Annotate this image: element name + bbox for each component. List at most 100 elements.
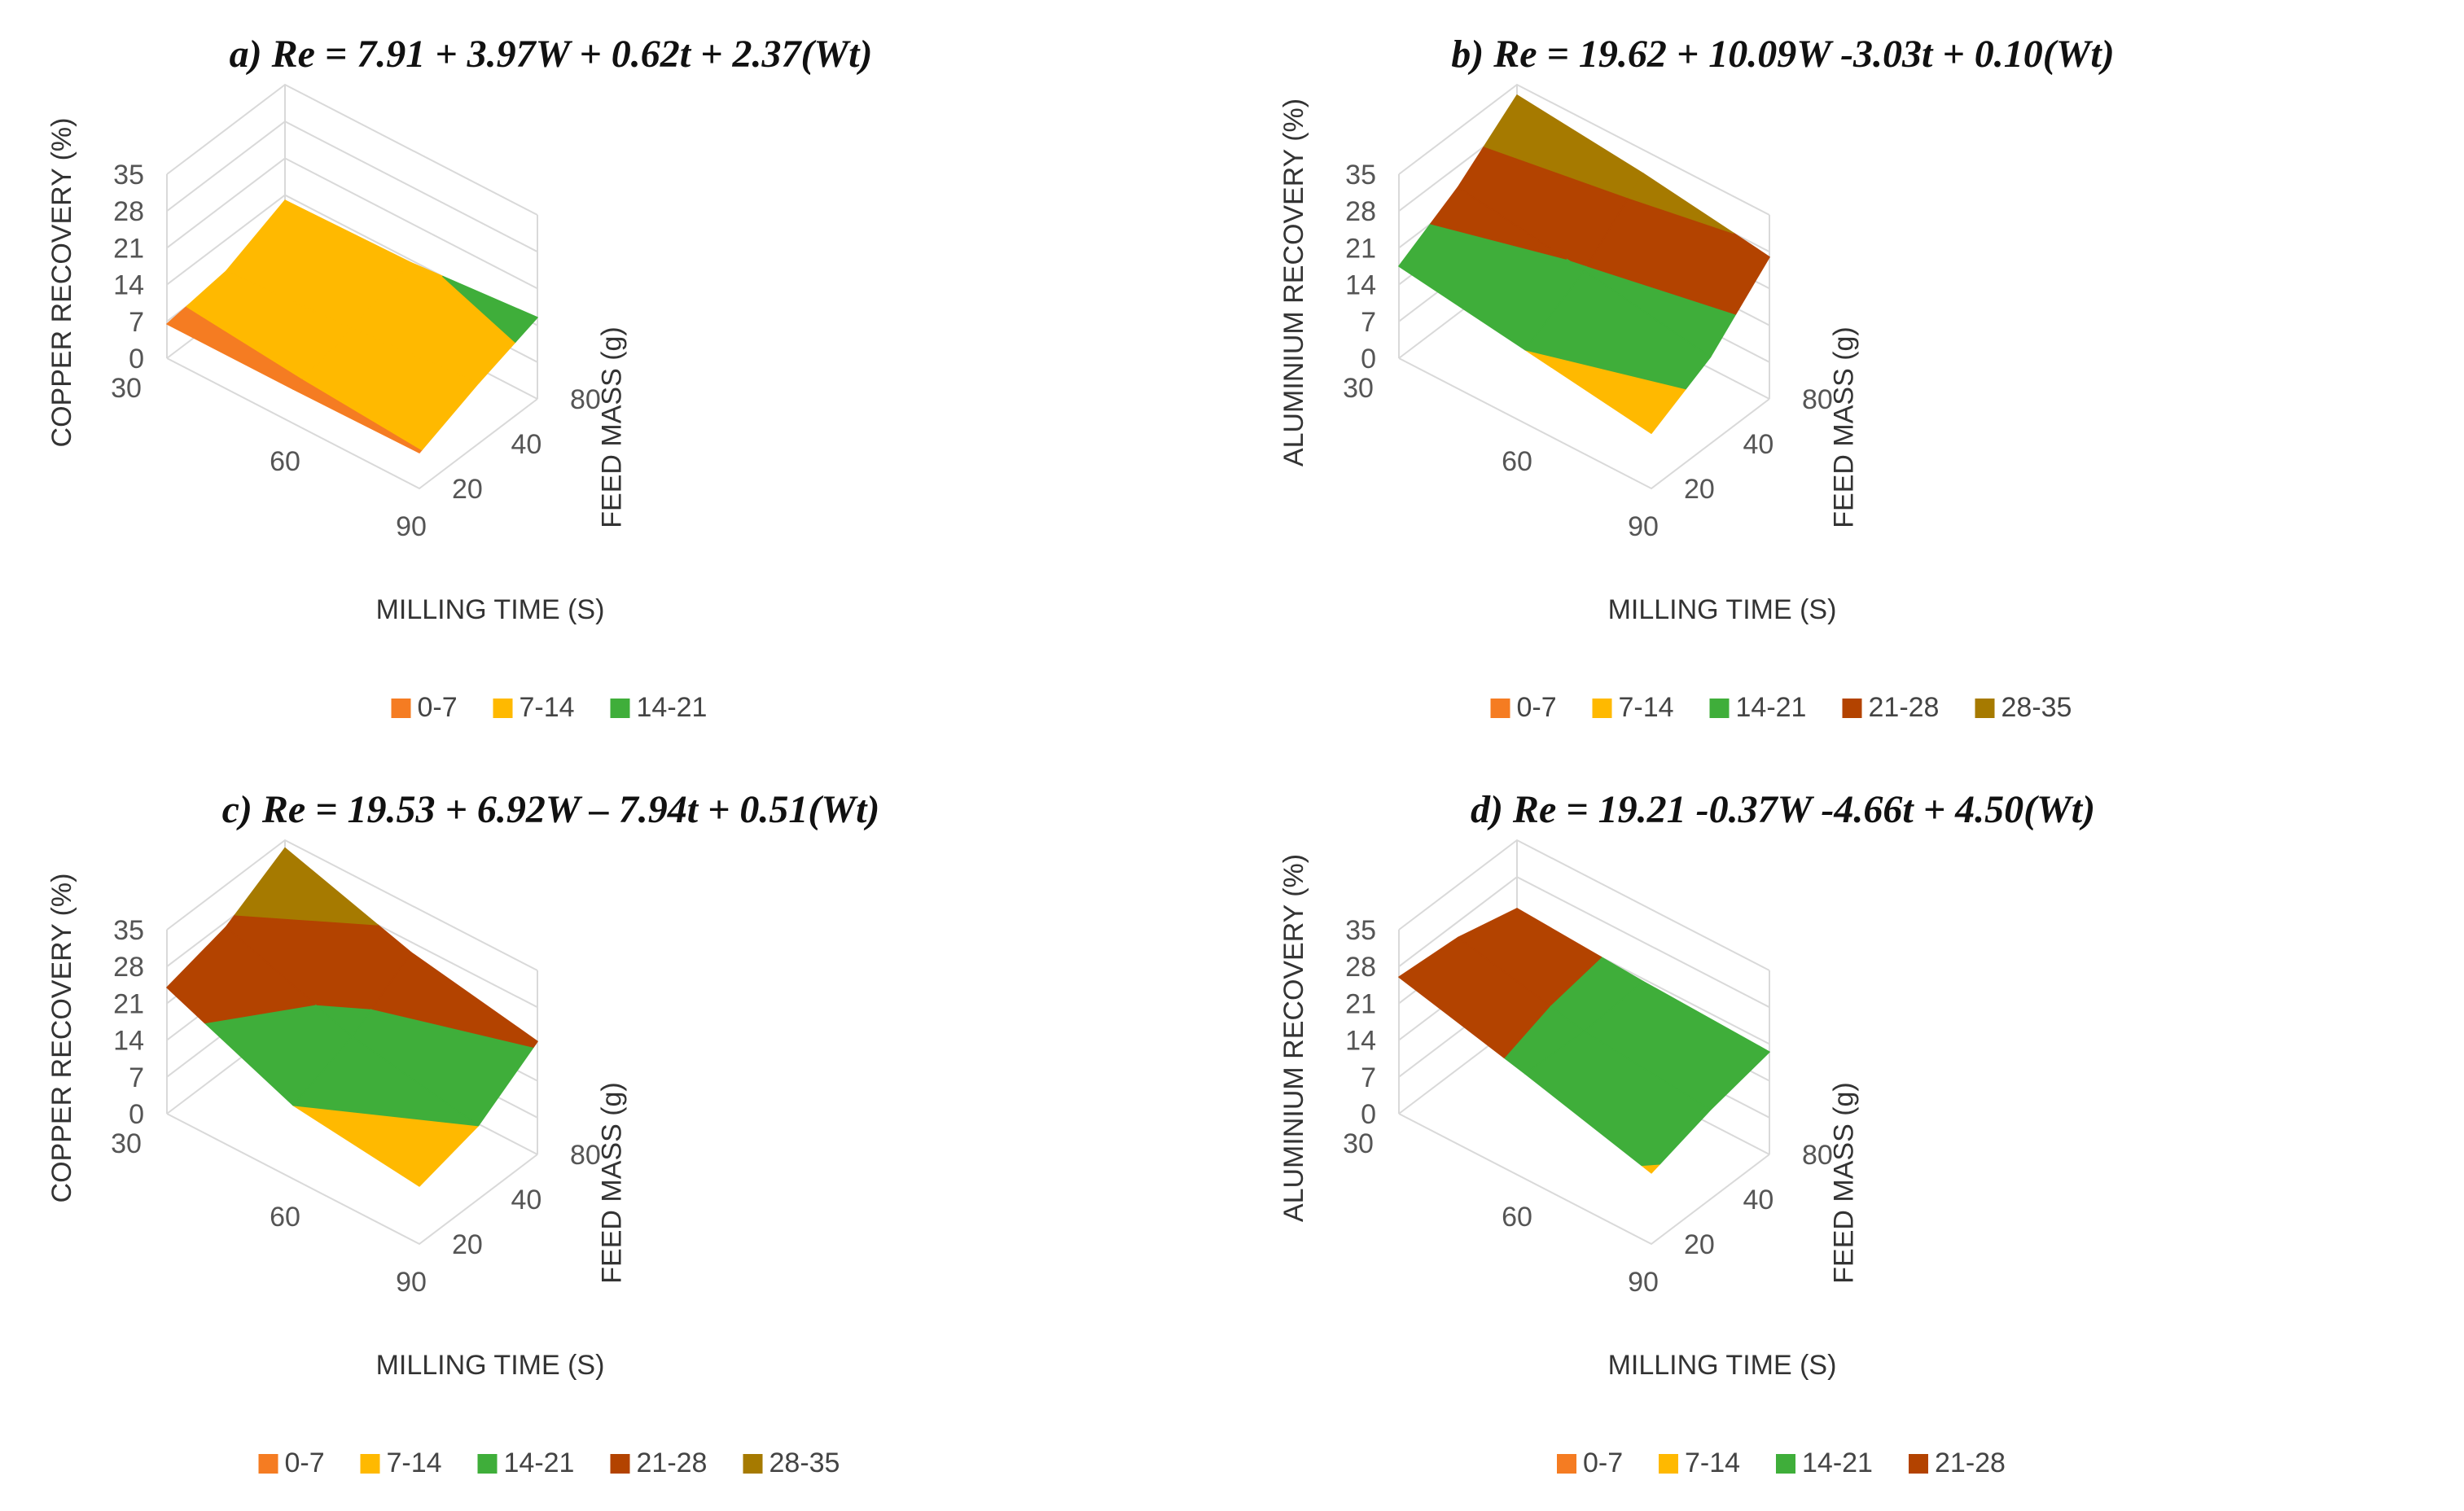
z-tick-label: 40 [511,429,542,460]
y-tick-label: 28 [113,952,144,983]
legend-label: 0-7 [1583,1447,1623,1478]
y-tick-label: 35 [113,915,144,946]
y-tick-label: 7 [1361,307,1376,338]
surface-band-7-14 [302,327,480,451]
legend: 0-7 7-14 14-21 [391,692,708,723]
x-tick-label: 90 [1628,511,1659,542]
x-tick-label: 30 [111,373,142,404]
y-axis-label: ALUMINIUM RECOVERY (%) [1278,854,1309,1222]
y-tick-label: 28 [1345,952,1376,983]
legend-swatch [360,1454,380,1474]
z-tick-label: 80 [1802,1140,1833,1171]
y-tick-label: 7 [129,1062,144,1093]
x-tick-label: 30 [1343,373,1374,404]
chart-panel-a: a) Re = 7.91 + 3.97W + 0.62t + 2.37(Wt) 0… [0,0,1232,756]
z-tick-label: 40 [511,1185,542,1215]
legend-swatch [1490,699,1510,718]
y-tick-label: 0 [1361,1099,1376,1130]
chart-svg: b) Re = 19.62 + 10.09W -3.03t + 0.10(Wt)… [1278,33,2115,723]
legend-swatch [1557,1454,1576,1474]
x-tick-label: 60 [1502,446,1532,477]
surface [166,199,538,453]
legend-swatch [1975,699,1995,718]
floor-edge [166,357,538,490]
y-tick-label: 14 [1345,1026,1376,1057]
x-tick-label: 60 [270,446,300,477]
chart-title: a) Re = 7.91 + 3.97W + 0.62t + 2.37(Wt) [230,33,873,76]
surface-band-21-28 [1398,936,1550,1058]
z-tick-label: 80 [1802,384,1833,415]
legend-swatch [743,1454,763,1474]
y-tick-label: 14 [113,1026,144,1057]
legend: 0-7 7-14 14-21 21-28 28-35 [258,1447,840,1478]
chart-svg: a) Re = 7.91 + 3.97W + 0.62t + 2.37(Wt) 0… [46,33,873,723]
y-tick-label: 7 [129,307,144,338]
y-tick-label: 35 [1345,915,1376,946]
legend-swatch [1592,699,1612,718]
z-tick-label: 20 [1684,474,1715,505]
legend-label: 0-7 [285,1447,325,1478]
x-tick-label: 30 [111,1128,142,1159]
z-axis-label: FEED MASS (g) [597,326,628,528]
chart-svg: d) Re = 19.21 -0.37W -4.66t + 4.50(Wt) 0 7… [1278,788,2095,1478]
floor-edge [1398,357,1770,490]
surface-band-28-35 [1628,173,1734,234]
z-tick-label: 20 [1684,1229,1715,1260]
surface-band-14-21 [1524,269,1712,390]
legend-label: 21-28 [637,1447,708,1478]
x-tick-label: 60 [1502,1202,1532,1233]
surface-band-14-21 [1398,223,1585,351]
y-axis-label: COPPER RECOVERY (%) [46,874,77,1203]
y-tick-label: 35 [1345,160,1376,191]
legend-swatch [258,1454,278,1474]
surface-band-14-21 [442,275,538,343]
legend-label: 21-28 [1935,1447,2006,1478]
x-axis-label: MILLING TIME (S) [1608,1350,1837,1381]
z-axis-label: FEED MASS (g) [1829,326,1860,528]
y-tick-label: 14 [113,270,144,301]
gridline [166,83,538,216]
chart-panel-c: c) Re = 19.53 + 6.92W – 7.94t + 0.51(Wt)… [0,756,1232,1511]
legend: 0-7 7-14 14-21 21-28 28-35 [1490,692,2072,723]
legend-swatch [1909,1454,1928,1474]
legend-label: 28-35 [2001,692,2072,723]
y-tick-label: 14 [1345,270,1376,301]
y-tick-label: 7 [1361,1062,1376,1093]
z-axis-label: FEED MASS (g) [1829,1082,1860,1283]
y-tick-label: 0 [129,344,144,374]
z-tick-label: 40 [1743,1185,1774,1215]
y-tick-label: 21 [1345,233,1376,264]
y-axis-label: COPPER RECOVERY (%) [46,118,77,448]
x-tick-label: 90 [396,511,427,542]
legend-label: 21-28 [1869,692,1940,723]
surface-band-21-28 [166,926,316,1024]
legend-swatch [1709,699,1730,718]
legend-label: 14-21 [504,1447,575,1478]
legend-label: 7-14 [387,1447,442,1478]
legend-swatch [610,1454,630,1474]
legend-label: 7-14 [520,692,575,723]
legend-label: 0-7 [1517,692,1557,723]
y-tick-label: 21 [1345,988,1376,1019]
chart-panel-b: b) Re = 19.62 + 10.09W -3.03t + 0.10(Wt)… [1232,0,2464,756]
x-tick-label: 30 [1343,1128,1374,1159]
x-axis-label: MILLING TIME (S) [1608,594,1837,625]
legend-label: 7-14 [1685,1447,1740,1478]
legend-swatch [610,699,630,718]
legend-label: 14-21 [1736,692,1807,723]
chart-panel-d: d) Re = 19.21 -0.37W -4.66t + 4.50(Wt) 0 7… [1232,756,2464,1511]
legend-swatch [1776,1454,1795,1474]
legend-label: 0-7 [418,692,458,723]
surface-band-21-28 [1430,186,1567,260]
legend-label: 14-21 [1802,1447,1873,1478]
legend: 0-7 7-14 14-21 21-28 [1557,1447,2006,1478]
chart-svg: c) Re = 19.53 + 6.92W – 7.94t + 0.51(Wt)… [46,788,879,1478]
surface-band-21-28 [370,952,538,1048]
legend-swatch [391,699,411,718]
legend-label: 28-35 [769,1447,840,1478]
y-tick-label: 0 [1361,344,1376,374]
surface-band-28-35 [234,847,379,926]
z-tick-label: 20 [452,474,483,505]
chart-title: b) Re = 19.62 + 10.09W -3.03t + 0.10(Wt) [1451,33,2114,76]
legend-label: 14-21 [637,692,708,723]
